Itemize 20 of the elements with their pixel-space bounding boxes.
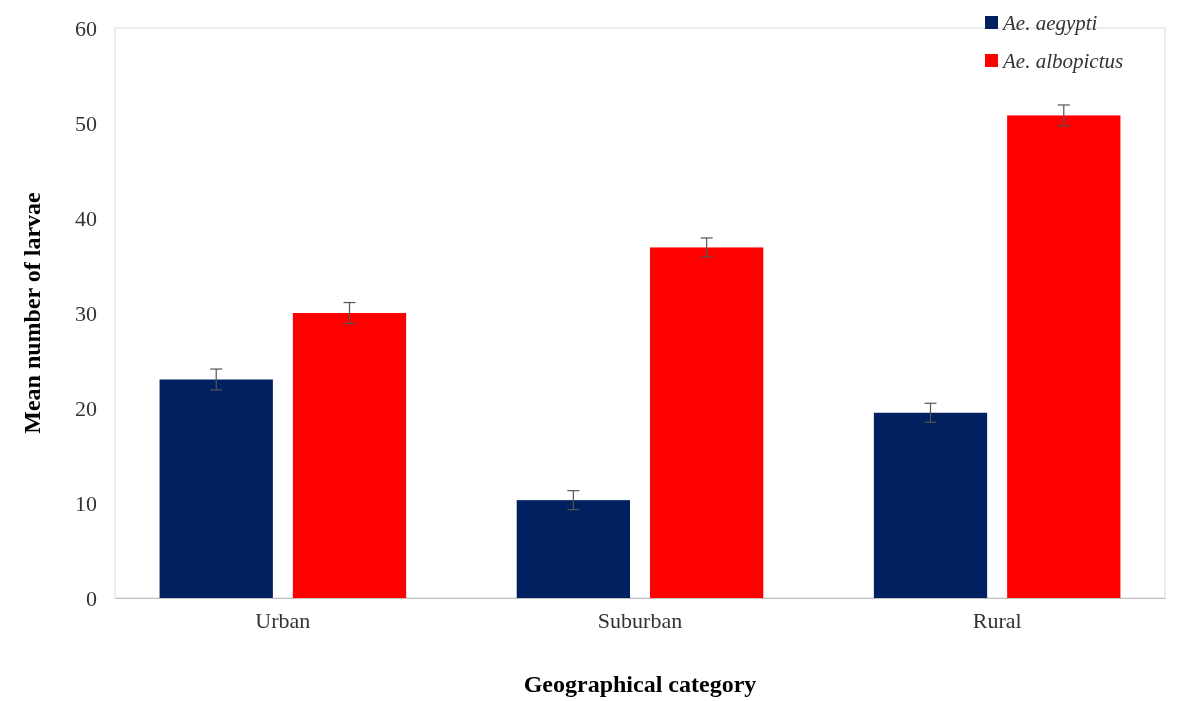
y-tick-label: 30: [75, 301, 97, 326]
bar: [292, 313, 407, 598]
y-tick-label: 50: [75, 111, 97, 136]
bar: [516, 500, 630, 598]
x-tick-label: Suburban: [597, 607, 683, 633]
y-axis-title: Mean number of larvae: [19, 191, 45, 434]
x-tick-label: Urban: [255, 607, 311, 633]
y-tick-label: 0: [86, 586, 97, 611]
bar: [1007, 115, 1121, 598]
y-tick-label: 60: [75, 16, 97, 41]
x-axis-title: Geographical category: [523, 671, 757, 697]
y-tick-label: 40: [75, 206, 97, 231]
bar: [159, 379, 273, 598]
y-tick-label: 20: [75, 396, 97, 421]
y-tick-label: 10: [75, 491, 97, 516]
legend-label: Ae. albopictus: [1001, 49, 1124, 73]
bar: [650, 247, 764, 598]
legend-label: Ae. aegypti: [1001, 11, 1098, 35]
x-tick-label: Rural: [972, 607, 1022, 633]
bar: [873, 412, 988, 598]
